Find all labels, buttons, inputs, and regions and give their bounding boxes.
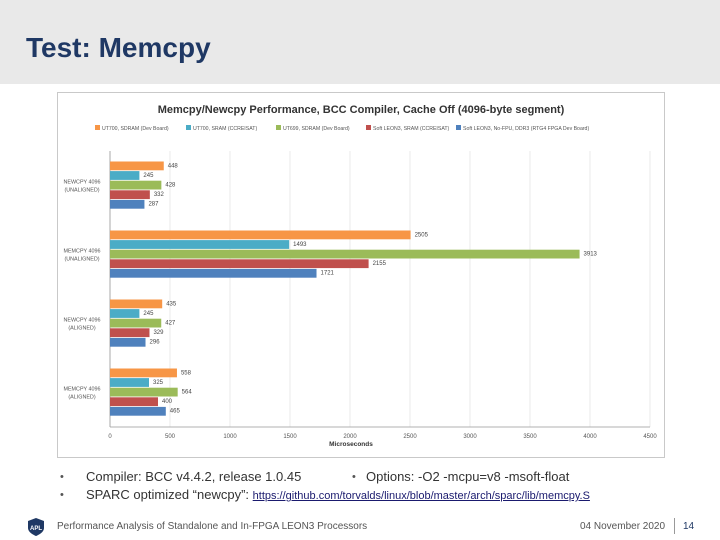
- bar-value-label: 287: [148, 202, 159, 208]
- bar-value-label: 2155: [373, 261, 387, 267]
- bar: [110, 180, 162, 190]
- bar: [110, 328, 150, 338]
- bar-value-label: 329: [153, 330, 164, 336]
- bar-value-label: 465: [170, 409, 181, 415]
- footer-divider: [674, 518, 675, 534]
- bar: [110, 337, 146, 347]
- bar-value-label: 1721: [321, 271, 335, 277]
- x-tick-label: 500: [165, 434, 176, 440]
- bar-value-label: 448: [168, 163, 179, 169]
- chart-legend: UT700, SDRAM (Dev Board) UT700, SRAM (CCR…: [95, 125, 589, 132]
- chart-grid: [109, 151, 651, 428]
- x-tick-label: 2500: [403, 434, 417, 440]
- category-label: NEWCPY 4096: [63, 318, 100, 324]
- x-tick-label: 3500: [523, 434, 537, 440]
- bar: [110, 299, 163, 309]
- bar: [110, 318, 162, 328]
- bar: [110, 230, 411, 240]
- x-tick-label: 1500: [283, 434, 297, 440]
- legend-entry: UT699, SDRAM (Dev Board): [283, 126, 350, 132]
- legend-entry: UT700, SRAM (CCREISAT): [193, 126, 257, 132]
- bar-value-label: 435: [166, 301, 177, 307]
- bar: [110, 406, 166, 416]
- x-tick-label: 0: [108, 434, 112, 440]
- category-label: MEMCPY 4096: [63, 249, 100, 255]
- x-tick-label: 3000: [463, 434, 477, 440]
- bar-value-label: 3913: [584, 251, 598, 257]
- slide-title: Test: Memcpy: [26, 32, 211, 63]
- bar: [110, 259, 369, 269]
- bar: [110, 190, 150, 200]
- footer-title: Performance Analysis of Standalone and I…: [57, 521, 368, 532]
- bar-value-label: 558: [181, 370, 192, 376]
- category-label: (ALIGNED): [68, 395, 95, 401]
- footer: APL Performance Analysis of Standalone a…: [0, 510, 720, 540]
- memcpy-source-link[interactable]: https://github.com/torvalds/linux/blob/m…: [252, 490, 590, 502]
- x-tick-label: 1000: [223, 434, 237, 440]
- bar: [110, 268, 317, 278]
- bar: [110, 171, 140, 180]
- bullet-marker: •: [60, 471, 64, 483]
- title-band: [0, 0, 720, 84]
- x-tick-label: 4500: [643, 434, 657, 440]
- bar: [110, 397, 158, 407]
- bullet-newcpy-text: SPARC optimized “newcpy”:: [86, 487, 253, 502]
- logo-text: APL: [30, 526, 42, 532]
- category-label: (UNALIGNED): [64, 257, 99, 263]
- bullet-marker: •: [60, 489, 64, 501]
- x-tick-label: 2000: [343, 434, 357, 440]
- chart-svg: Memcpy/Newcpy Performance, BCC Compiler,…: [63, 104, 657, 448]
- category-label: (ALIGNED): [68, 326, 95, 332]
- bar: [110, 249, 580, 259]
- legend-swatch: [366, 125, 371, 130]
- chart-category-labels: NEWCPY 4096 (UNALIGNED) MEMCPY 4096 (UNALIG…: [63, 180, 100, 401]
- bar-value-label: 2505: [415, 232, 429, 238]
- bar-value-label: 564: [182, 389, 193, 395]
- bar-value-label: 296: [150, 340, 161, 346]
- bar: [110, 368, 177, 378]
- bar-value-label: 427: [165, 320, 176, 326]
- bar: [110, 240, 290, 249]
- category-label: (UNALIGNED): [64, 188, 99, 194]
- bar: [110, 309, 140, 318]
- legend-swatch: [276, 125, 281, 130]
- x-axis-label: Microseconds: [329, 441, 373, 448]
- bar-value-label: 1493: [293, 242, 307, 248]
- bar-value-label: 245: [143, 311, 154, 317]
- legend-swatch: [95, 125, 100, 130]
- legend-swatch: [186, 125, 191, 130]
- page-number: 14: [683, 521, 695, 532]
- chart: Memcpy/Newcpy Performance, BCC Compiler,…: [57, 92, 665, 458]
- bar: [110, 387, 178, 397]
- legend-entry: Soft LEON3, SRAM (CCREISAT): [373, 126, 450, 132]
- bar: [110, 199, 145, 209]
- footer-date: 04 November 2020: [580, 521, 666, 532]
- chart-bars: [110, 161, 580, 416]
- apl-logo-icon: APL: [28, 518, 44, 536]
- bar-value-label: 245: [143, 173, 154, 179]
- bar: [110, 161, 164, 171]
- bullet-marker: •: [352, 471, 356, 483]
- legend-entry: UT700, SDRAM (Dev Board): [102, 126, 169, 132]
- legend-entry: Soft LEON3, No-FPU, DDR3 (RTG4 FPGA Dev …: [463, 126, 589, 132]
- bar-value-label: 332: [154, 192, 165, 198]
- chart-title: Memcpy/Newcpy Performance, BCC Compiler,…: [158, 104, 565, 116]
- legend-swatch: [456, 125, 461, 130]
- bullet-newcpy: SPARC optimized “newcpy”: https://github…: [86, 487, 590, 502]
- chart-x-ticks: 0 500 1000 1500 2000 2500 3000 3500 4000 4500: [108, 434, 657, 440]
- category-label: MEMCPY 4096: [63, 387, 100, 393]
- bullet-options: Options: -O2 -mcpu=v8 -msoft-float: [366, 469, 570, 484]
- category-label: NEWCPY 4096: [63, 180, 100, 186]
- bar-value-label: 325: [153, 380, 164, 386]
- bar-value-label: 400: [162, 399, 173, 405]
- bullet-compiler: Compiler: BCC v4.4.2, release 1.0.45: [86, 469, 302, 484]
- bar-value-label: 428: [165, 182, 176, 188]
- bar: [110, 378, 149, 387]
- x-tick-label: 4000: [583, 434, 597, 440]
